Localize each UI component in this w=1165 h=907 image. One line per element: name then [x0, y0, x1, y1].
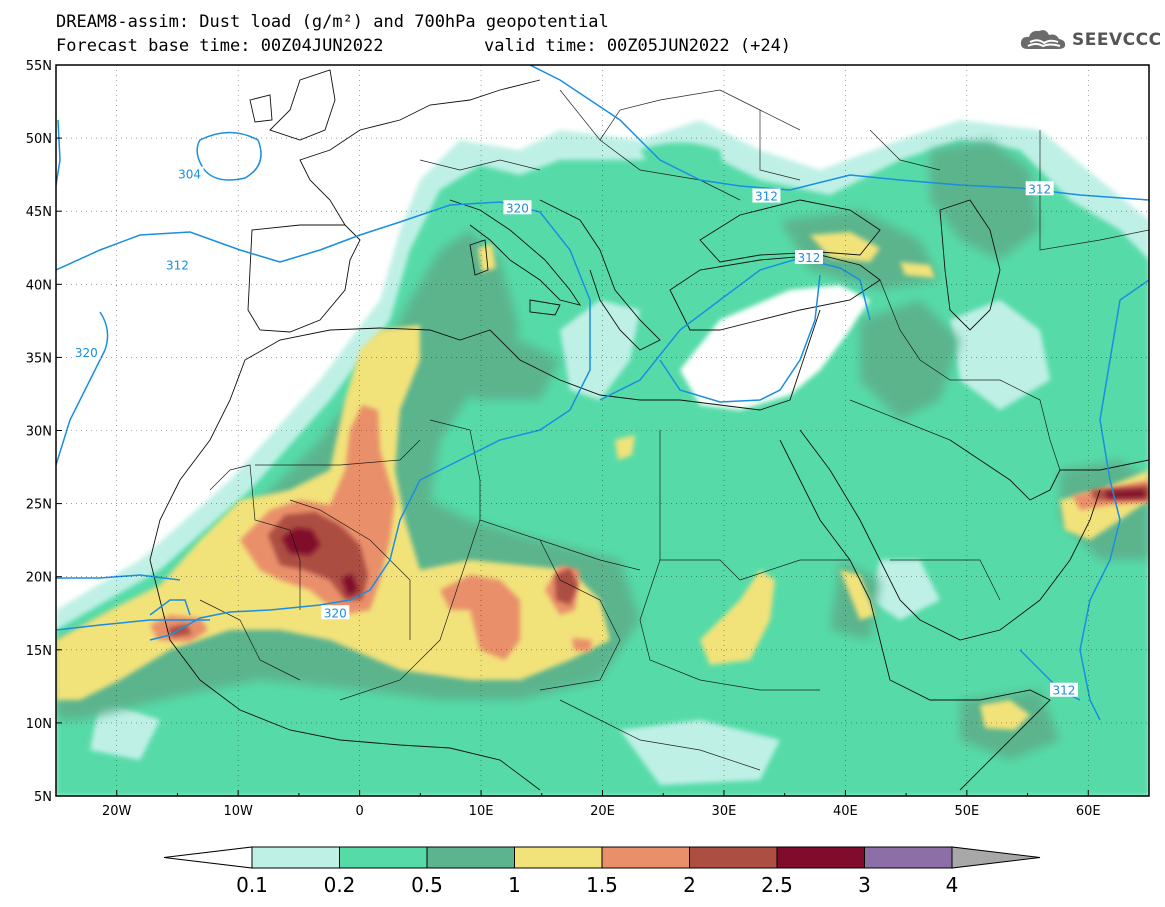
logo-text: SEEVCCC — [1072, 30, 1162, 50]
lat-tick-label: 10N — [26, 717, 52, 732]
colorbar-box — [689, 846, 778, 869]
lon-tick-label: 20W — [102, 804, 132, 819]
colorbar-label: 0.2 — [324, 873, 356, 897]
contour-label-bg — [794, 249, 823, 264]
colorbar-label: 2 — [683, 873, 696, 897]
colorbar-label: 1.5 — [586, 873, 618, 897]
colorbar-label: 0.1 — [236, 873, 268, 897]
contour-label: 312 — [166, 258, 189, 272]
colorbar-label: 3 — [858, 873, 871, 897]
lon-tick-label: 50E — [954, 804, 979, 819]
colorbar-label: 2.5 — [761, 873, 793, 897]
lon-tick-label: 30E — [712, 804, 737, 819]
lat-tick-label: 45N — [26, 205, 52, 220]
colorbar-box — [251, 846, 340, 869]
contour-label: 312 — [1053, 684, 1076, 698]
contour-label-bg — [503, 200, 532, 215]
contour-label-bg — [1025, 181, 1054, 196]
colorbar-box — [514, 846, 603, 869]
lat-tick-label: 15N — [26, 644, 52, 659]
colorbar: 0.1 0.2 0.5 1 1.5 2 2.5 3 4 — [163, 846, 1041, 897]
contour-label-bg — [752, 188, 781, 203]
longitude-ticks: 20W 10W 0 10E 20E 30E 40E 50E 60E — [55, 790, 1150, 819]
lat-tick-label: 20N — [26, 571, 52, 586]
contour-label: 312 — [798, 251, 821, 265]
lon-tick-label: 10E — [469, 804, 494, 819]
contour-label-bg — [72, 345, 101, 360]
cloud-icon — [1020, 30, 1066, 49]
forecast-base-time: Forecast base time: 00Z04JUN2022 — [56, 36, 384, 56]
lon-tick-label: 40E — [833, 804, 858, 819]
dust-free-areas — [90, 285, 1050, 785]
contour-label: 320 — [324, 606, 347, 620]
lon-tick-label: 60E — [1076, 804, 1101, 819]
map-title: DREAM8-assim: Dust load (g/m²) and 700hP… — [56, 12, 609, 32]
latitude-ticks: 55N 50N 45N 40N 35N 30N 25N 20N 15N 10N 5N — [26, 59, 62, 805]
lat-tick-label: 5N — [34, 790, 52, 805]
contour-label-bg — [321, 605, 350, 620]
colorbar-lower-arrow — [163, 846, 253, 869]
colorbar-box — [339, 846, 428, 869]
seevccc-logo: SEEVCCC — [1018, 26, 1162, 54]
colorbar-label: 1 — [508, 873, 521, 897]
lon-tick-label: 20E — [590, 804, 615, 819]
lat-tick-label: 50N — [26, 132, 52, 147]
dust-field — [56, 65, 1149, 796]
geopotential-contours — [56, 65, 1149, 721]
contour-label: 320 — [506, 201, 529, 215]
lat-tick-label: 30N — [26, 425, 52, 440]
colorbar-box — [776, 846, 865, 869]
contour-label-bg — [1049, 682, 1078, 697]
graticule — [56, 65, 1149, 796]
coastlines — [149, 69, 1149, 791]
colorbar-box — [426, 846, 515, 869]
contour-label: 304 — [178, 168, 201, 182]
contour-label-bg — [175, 166, 204, 181]
colorbar-upper-arrow — [951, 846, 1041, 869]
colorbar-box — [864, 846, 953, 869]
contour-label: 320 — [75, 346, 98, 360]
lon-tick-label: 10W — [223, 804, 253, 819]
lat-tick-label: 25N — [26, 498, 52, 513]
contour-label: 312 — [755, 190, 778, 204]
lon-tick-label: 0 — [355, 804, 363, 819]
lat-tick-label: 35N — [26, 351, 52, 366]
lat-tick-label: 55N — [26, 59, 52, 74]
lat-tick-label: 40N — [26, 278, 52, 293]
colorbar-label: 0.5 — [411, 873, 443, 897]
colorbar-label: 4 — [946, 873, 959, 897]
country-borders — [199, 89, 1149, 771]
contour-label: 312 — [1028, 182, 1051, 196]
colorbar-box — [601, 846, 690, 869]
contour-labels: 304 312 320 320 312 312 312 320 312 — [72, 166, 1078, 698]
contour-label-bg — [163, 257, 192, 272]
valid-time: valid time: 00Z05JUN2022 (+24) — [484, 36, 792, 56]
